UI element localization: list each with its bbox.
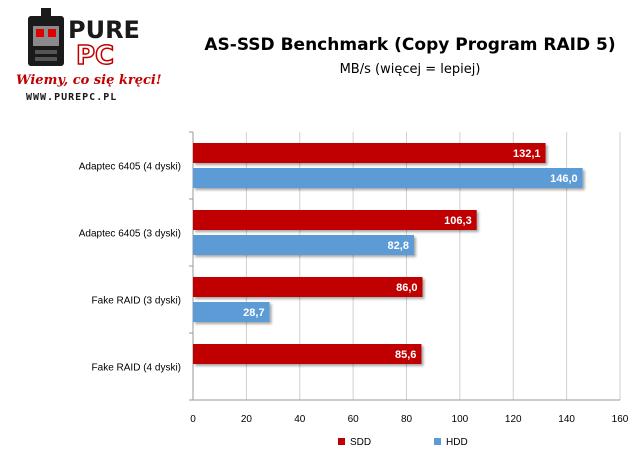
logo-brand-top: PURE [68,16,140,44]
data-label: 86,0 [396,282,417,294]
logo-brand-bottom: PC [76,41,114,71]
x-tick-label: 60 [348,414,360,425]
data-label: 85,6 [395,349,416,361]
data-label: 28,7 [243,307,264,319]
x-tick-label: 80 [401,414,413,425]
x-tick-label: 140 [558,414,575,425]
data-label: 82,8 [388,240,409,252]
x-tick-label: 40 [294,414,306,425]
x-tick-label: 20 [241,414,253,425]
bar-sdd [193,143,546,163]
legend-swatch-hdd [434,438,441,445]
legend-label-hdd: HDD [446,437,468,448]
purepc-logo: PURE PC Wiemy, co się kręci! WWW.PUREPC.… [16,8,162,103]
x-tick-label: 100 [452,414,469,425]
category-label: Adaptec 6405 (4 dyski) [79,162,181,173]
x-tick-label: 0 [190,414,196,425]
bar-hdd [193,168,583,188]
logo-slogan: Wiemy, co się kręci! [16,73,162,88]
bar-hdd [193,235,414,255]
legend-swatch-sdd [338,438,345,445]
robot-icon [28,8,64,66]
x-tick-label: 160 [612,414,629,425]
legend-label-sdd: SDD [350,437,371,448]
bar-hdd [193,302,270,322]
bar-sdd [193,344,422,364]
logo-url: WWW.PUREPC.PL [26,92,117,103]
data-label: 132,1 [513,148,541,160]
category-label: Adaptec 6405 (3 dyski) [79,229,181,240]
bar-sdd [193,210,477,230]
x-tick-label: 120 [505,414,522,425]
chart-title: AS-SSD Benchmark (Copy Program RAID 5) [204,35,616,55]
data-label: 106,3 [444,215,472,227]
category-label: Fake RAID (3 dyski) [92,296,181,307]
data-label: 146,0 [550,173,578,185]
category-label: Fake RAID (4 dyski) [92,363,181,374]
bar-sdd [193,277,423,297]
chart-subtitle: MB/s (więcej = lepiej) [339,62,481,77]
